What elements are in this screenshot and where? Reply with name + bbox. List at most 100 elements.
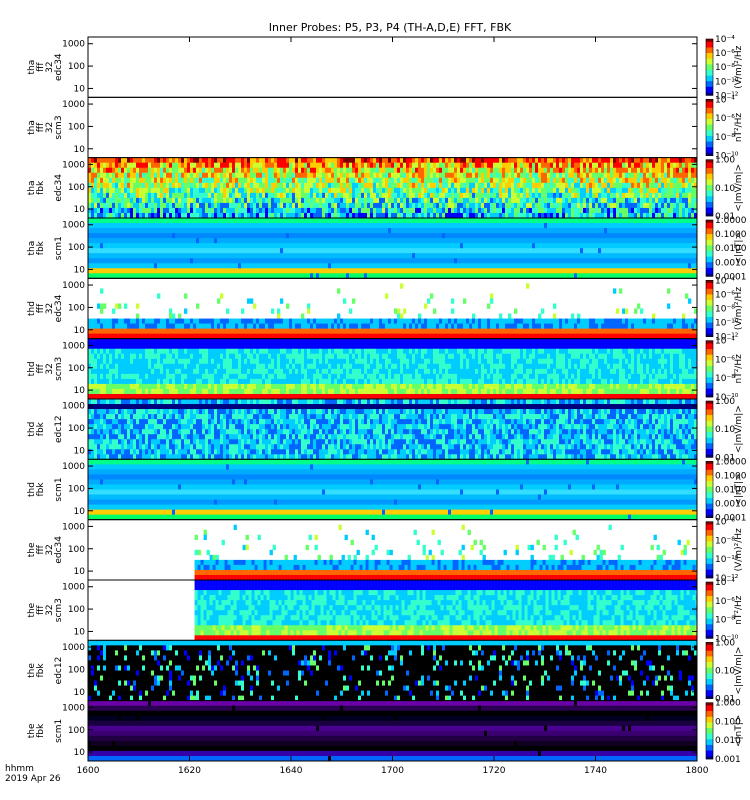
spectrogram-cell: [94, 328, 98, 334]
spectrogram-cell: [622, 172, 626, 179]
spectrogram-cell: [94, 348, 98, 355]
spectrogram-cell: [379, 388, 383, 395]
spectrogram-cell: [238, 323, 242, 329]
spectrogram-cell: [289, 162, 293, 169]
spectrogram-cell: [232, 393, 236, 399]
spectrogram-cell: [373, 368, 377, 375]
spectrogram-cell: [100, 212, 104, 219]
spectrogram-cell: [628, 333, 632, 339]
spectrogram-cell: [157, 182, 161, 189]
spectrogram-cell: [151, 202, 155, 209]
spectrogram-cell: [628, 212, 632, 219]
spectrogram-cell: [427, 338, 431, 344]
spectrogram-cell: [388, 162, 392, 169]
spectrogram-cell: [478, 323, 482, 329]
spectrogram-cell: [286, 202, 290, 209]
spectrogram-cell: [508, 172, 512, 179]
spectrogram-cell: [508, 167, 512, 174]
spectrogram-cell: [370, 207, 374, 214]
spectrogram-cell: [346, 338, 350, 344]
spectrogram-cell: [103, 358, 107, 365]
spectrogram-cell: [271, 388, 275, 395]
spectrogram-cell: [181, 172, 185, 179]
spectrogram-cell: [208, 187, 212, 194]
spectrogram-cell: [565, 207, 569, 214]
spectrogram-cell: [238, 333, 242, 339]
spectrogram-cell: [193, 207, 197, 214]
spectrogram-cell: [682, 167, 686, 174]
spectrogram-cell: [322, 167, 326, 174]
spectrogram-cell: [490, 328, 494, 334]
spectrogram-cell: [181, 167, 185, 174]
spectrogram-cell: [406, 187, 410, 194]
spectrogram-cell: [235, 363, 239, 370]
spectrogram-cell: [196, 333, 200, 339]
spectrogram-cell: [454, 172, 458, 179]
spectrogram-cell: [556, 162, 560, 169]
spectrogram-cell: [682, 323, 686, 329]
spectrogram-cell: [331, 383, 335, 390]
panel-label-line2: fbk: [36, 180, 46, 195]
spectrogram-cell: [253, 393, 257, 399]
spectrogram-cell: [688, 172, 692, 179]
spectrogram-cell: [637, 318, 641, 324]
spectrogram-cell: [592, 192, 596, 199]
spectrogram-cell: [334, 323, 338, 329]
spectrogram-cell: [256, 157, 260, 163]
spectrogram-cell: [271, 383, 275, 390]
spectrogram-cell: [304, 162, 308, 169]
spectrogram-cell: [337, 383, 341, 390]
spectrogram-cell: [112, 318, 116, 324]
spectrogram-cell: [169, 318, 173, 324]
spectrogram-cell: [652, 162, 656, 169]
spectrogram-cell: [400, 157, 404, 163]
spectrogram-cell: [421, 192, 425, 199]
spectrogram-cell: [400, 162, 404, 169]
spectrogram-cell: [670, 157, 674, 163]
spectrogram-cell: [97, 328, 101, 334]
spectrogram-cell: [211, 192, 215, 199]
spectrogram-cell: [265, 363, 269, 370]
spectrogram-cell: [445, 318, 449, 324]
spectrogram-cell: [505, 182, 509, 189]
spectrogram-cell: [193, 388, 197, 395]
spectrogram-cell: [415, 212, 419, 219]
spectrogram-cell: [196, 197, 200, 204]
spectrogram-cell: [523, 212, 527, 219]
spectrogram-band: [88, 223, 697, 229]
spectrogram-cell: [520, 197, 524, 204]
spectrogram-cell: [571, 197, 575, 204]
spectrogram-cell: [607, 207, 611, 214]
colorbar-tick-label: 0.10: [715, 184, 735, 194]
spectrogram-cell: [214, 388, 218, 395]
spectrogram-cell: [334, 197, 338, 204]
spectrogram-cell: [241, 182, 245, 189]
spectrogram-cell: [310, 187, 314, 194]
spectrogram-cell: [661, 182, 665, 189]
spectrogram-cell: [355, 363, 359, 370]
spectrogram-cell: [436, 383, 440, 390]
spectrogram-cell: [670, 172, 674, 179]
spectrogram-cell: [160, 368, 164, 375]
spectrogram-cell: [628, 157, 632, 163]
spectrogram-cell: [430, 182, 434, 189]
spectrogram-cell: [340, 343, 344, 350]
spectrogram-cell: [184, 157, 188, 163]
spectrogram-cell: [568, 333, 572, 339]
spectrogram-cell: [589, 328, 593, 334]
spectrogram-cell: [307, 192, 311, 199]
spectrogram-cell: [352, 358, 356, 365]
spectrogram-cell: [535, 333, 539, 339]
spectrogram-cell: [262, 318, 266, 324]
spectrogram-cell: [466, 207, 470, 214]
spectrogram-cell: [133, 182, 137, 189]
spectrogram-cell: [409, 177, 413, 184]
spectrogram-cell: [535, 157, 539, 163]
spectrogram-cell: [625, 177, 629, 184]
spectrogram-cell: [289, 187, 293, 194]
spectrogram-cell: [235, 162, 239, 169]
spectrogram-cell: [691, 192, 695, 199]
spectrogram-cell: [331, 192, 335, 199]
spectrogram-cell: [370, 182, 374, 189]
